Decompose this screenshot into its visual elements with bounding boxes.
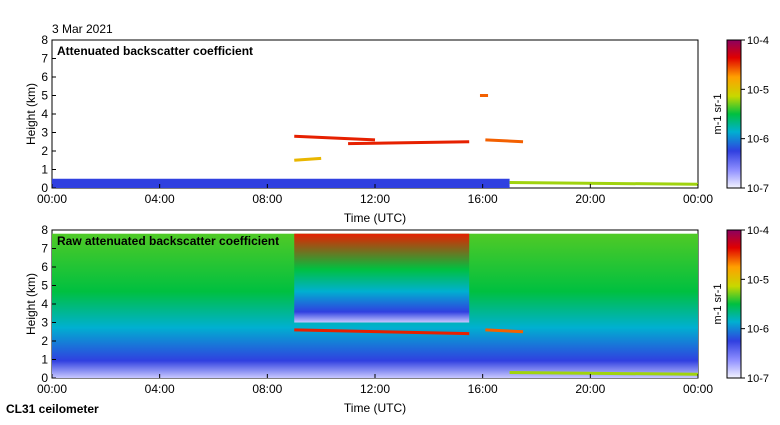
colorbar-tick-label: 10-6 — [747, 134, 769, 146]
top-plot-title: Attenuated backscatter coefficient — [57, 44, 253, 58]
top-plot-frame — [51, 39, 699, 189]
heatmap-layer — [294, 134, 376, 142]
x-tick-label: 00:00 — [683, 192, 713, 206]
top-plot-y-axis-label: Height (km) — [24, 83, 38, 145]
bottom-plot-y-axis: 0 1 2 3 4 5 6 7 8 — [41, 223, 56, 385]
top-plot-x-axis: 00:00 04:00 08:00 12:00 16:00 20:00 00:00 — [37, 184, 713, 206]
bottom-plot-y-axis-label: Height (km) — [24, 273, 38, 335]
y-tick-label: 3 — [41, 316, 48, 330]
heatmap-layer — [485, 328, 524, 334]
top-plot-layers — [52, 94, 699, 188]
x-tick-label: 12:00 — [360, 192, 390, 206]
y-tick-label: 5 — [41, 279, 48, 293]
top-plot-x-axis-label: Time (UTC) — [344, 211, 406, 225]
x-tick-label: 04:00 — [145, 192, 175, 206]
y-tick-label: 0 — [41, 371, 48, 385]
y-tick-label: 1 — [41, 353, 48, 367]
y-tick-label: 6 — [41, 70, 48, 84]
x-tick-label: 16:00 — [468, 192, 498, 206]
x-tick-label: 12:00 — [360, 382, 390, 396]
bottom-colorbar-label: m-1 sr-1 — [712, 284, 724, 325]
top-colorbar-label: m-1 sr-1 — [712, 94, 724, 135]
colorbar-tick-label: 10-4 — [747, 35, 769, 47]
heatmap-layer — [294, 156, 322, 162]
y-tick-label: 0 — [41, 181, 48, 195]
top-colorbar — [726, 39, 742, 189]
bottom-colorbar-ticks: 10-7 10-6 10-5 10-4 — [741, 225, 769, 385]
bottom-plot: Raw attenuated backscatter coefficient 0… — [24, 223, 769, 415]
y-tick-label: 2 — [41, 144, 48, 158]
y-tick-label: 8 — [41, 223, 48, 237]
y-tick-label: 4 — [41, 297, 48, 311]
bottom-plot-title: Raw attenuated backscatter coefficient — [57, 234, 279, 248]
x-tick-label: 16:00 — [468, 382, 498, 396]
colorbar-tick-label: 10-7 — [747, 373, 769, 385]
x-tick-label: 08:00 — [252, 192, 282, 206]
heatmap-layer — [509, 180, 699, 186]
colorbar-tick-label: 10-5 — [747, 274, 769, 286]
x-tick-label: 00:00 — [37, 382, 67, 396]
x-tick-label: 08:00 — [252, 382, 282, 396]
date-label: 3 Mar 2021 — [52, 22, 113, 36]
heatmap-layer — [294, 328, 470, 336]
colorbar-tick-label: 10-6 — [747, 324, 769, 336]
heatmap-region — [52, 178, 510, 188]
y-tick-label: 8 — [41, 33, 48, 47]
x-tick-label: 00:00 — [683, 382, 713, 396]
y-tick-label: 4 — [41, 107, 48, 121]
y-tick-label: 6 — [41, 260, 48, 274]
heatmap-layer — [509, 370, 699, 376]
y-tick-label: 5 — [41, 89, 48, 103]
y-tick-label: 1 — [41, 163, 48, 177]
instrument-label: CL31 ceilometer — [6, 402, 99, 416]
bottom-plot-layers — [52, 233, 699, 378]
top-colorbar-ticks: 10-7 10-6 10-5 10-4 — [741, 35, 769, 195]
top-plot-y-axis: 0 1 2 3 4 5 6 7 8 — [41, 33, 56, 195]
heatmap-layer — [348, 140, 470, 146]
y-tick-label: 2 — [41, 334, 48, 348]
bottom-plot-x-axis-label: Time (UTC) — [344, 401, 406, 415]
x-tick-label: 00:00 — [37, 192, 67, 206]
heatmap-layer — [485, 138, 524, 144]
bottom-plot-x-axis: 00:00 04:00 08:00 12:00 16:00 20:00 00:00 — [37, 374, 713, 396]
x-tick-label: 20:00 — [575, 192, 605, 206]
heatmap-region — [294, 233, 470, 323]
bottom-colorbar — [726, 229, 742, 379]
colorbar-tick-label: 10-7 — [747, 183, 769, 195]
y-tick-label: 7 — [41, 242, 48, 256]
y-tick-label: 3 — [41, 126, 48, 140]
x-tick-label: 04:00 — [145, 382, 175, 396]
colorbar-tick-label: 10-5 — [747, 84, 769, 96]
colorbar-tick-label: 10-4 — [747, 225, 769, 237]
x-tick-label: 20:00 — [575, 382, 605, 396]
top-plot: Attenuated backscatter coefficient 00:00… — [24, 33, 769, 225]
y-tick-label: 7 — [41, 52, 48, 66]
